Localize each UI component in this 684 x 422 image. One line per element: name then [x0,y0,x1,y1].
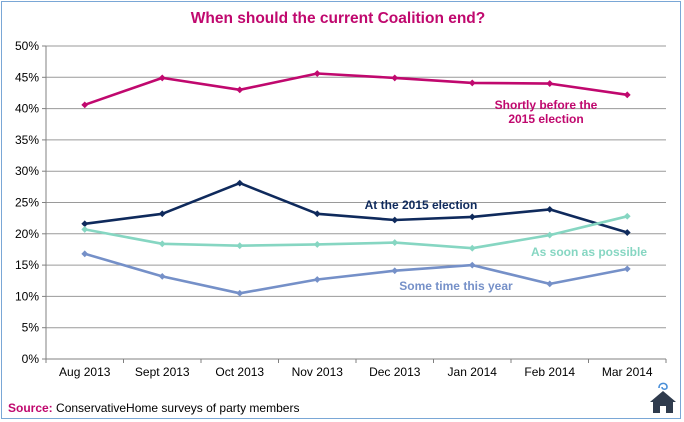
y-tick-label: 15% [15,258,39,272]
y-tick-label: 5% [22,321,40,335]
axes: 0% 5% 10% 15% 20% 25% 30% 35% 40% 45% 50% Aug 2013 S… [15,39,667,379]
y-tick-label: 20% [15,227,39,241]
conservativehome-house-icon [650,382,676,413]
data-point-marker [313,241,321,248]
gridlines [46,45,666,329]
series-label: At the 2015 election [365,198,478,212]
data-point-marker [468,244,476,252]
data-point-marker [158,210,166,218]
data-point-marker [236,86,244,94]
y-tick-label: 10% [15,289,39,303]
data-point-marker [546,231,554,239]
x-tick-label: Oct 2013 [215,365,264,379]
y-tick-label: 25% [15,196,39,210]
source-note: Source: ConservativeHome surveys of part… [8,401,299,415]
x-tick-label: Jan 2014 [448,365,498,379]
data-point-marker [468,261,476,269]
data-point-marker [81,220,89,228]
series-group [81,250,631,297]
data-point-marker [236,242,244,250]
data-point-marker [623,212,631,220]
x-tick-label: Nov 2013 [292,365,344,379]
x-tick-label: Dec 2013 [369,365,421,379]
data-point-marker [468,213,476,221]
x-tick-label: Sept 2013 [135,365,190,379]
data-point-marker [391,216,399,224]
y-tick-label: 50% [15,39,39,53]
data-point-marker [313,70,321,77]
data-point-marker [81,250,89,258]
x-tick-label: Mar 2014 [602,365,653,379]
y-tick-label: 0% [22,352,40,366]
data-point-marker [546,80,554,87]
series-group [81,179,631,236]
data-point-marker [313,210,321,218]
data-point-marker [236,289,244,297]
data-point-marker [81,226,89,233]
data-point-marker [158,240,166,248]
series-label: Some time this year [399,279,513,293]
y-tick-label: 30% [15,164,39,178]
chart-title: When should the current Coalition end? [191,10,486,27]
source-text: ConservativeHome surveys of party member… [52,401,300,415]
series-lines [81,70,631,297]
y-tick-label: 35% [15,133,39,147]
data-point-marker [391,74,399,82]
series-label: As soon as possible [531,245,647,259]
data-point-marker [468,79,476,87]
data-point-marker [158,272,166,280]
series-group [81,70,631,109]
data-point-marker [236,179,244,187]
series-group [81,212,631,252]
data-point-marker [623,229,631,236]
data-point-marker [623,91,631,99]
data-point-marker [391,267,399,275]
x-tick-label: Feb 2014 [524,365,575,379]
series-label: 2015 election [508,112,583,126]
data-point-marker [546,205,554,213]
data-point-marker [546,280,554,288]
series-line [84,215,628,250]
series-line [84,72,628,107]
data-point-marker [391,239,399,246]
data-point-marker [313,276,321,283]
y-tick-label: 40% [15,102,39,116]
data-point-marker [623,265,631,273]
y-tick-label: 45% [15,70,39,84]
series-line [84,181,628,234]
x-tick-label: Aug 2013 [59,365,111,379]
data-point-marker [158,74,166,82]
series-line [84,252,628,295]
source-label: Source: [8,401,53,415]
data-point-marker [81,101,89,109]
series-label: Shortly before the [495,98,598,112]
